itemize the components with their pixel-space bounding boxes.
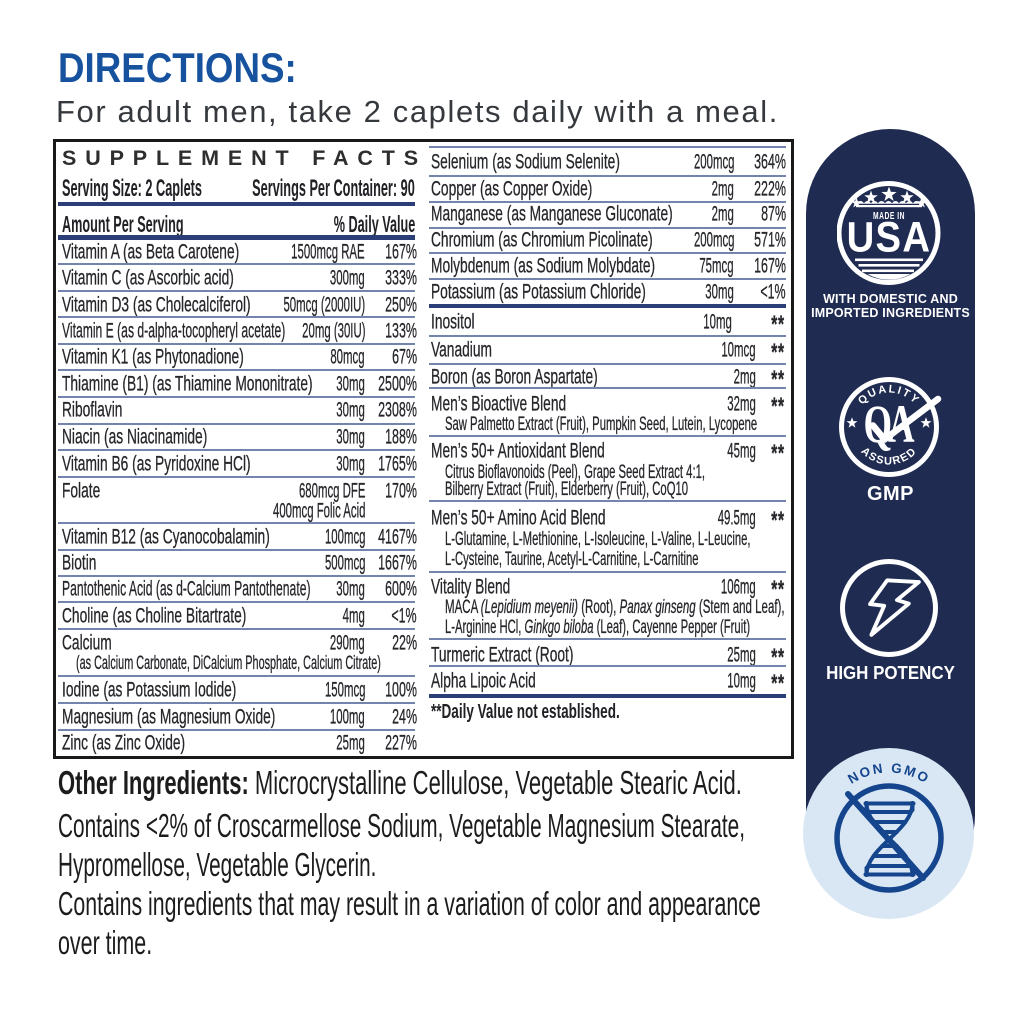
svg-text:USA: USA xyxy=(847,213,932,261)
svg-text:NON GMO: NON GMO xyxy=(845,760,932,786)
svg-text:MADE IN: MADE IN xyxy=(873,209,905,221)
svg-text:Q: Q xyxy=(864,394,893,454)
